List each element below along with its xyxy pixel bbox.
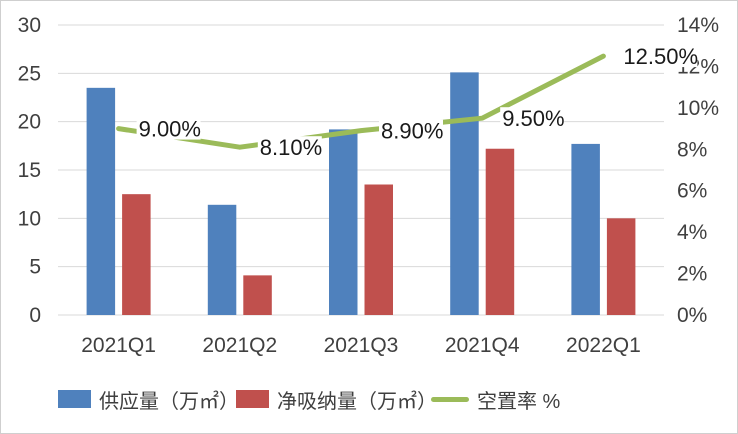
left-axis-tick: 15: [18, 159, 41, 182]
vacancy-rate-data-label: 8.90%: [381, 119, 443, 144]
left-axis-tick: 0: [29, 304, 41, 327]
vacancy-rate-label-bg: [257, 136, 322, 159]
right-axis-tick: 6%: [677, 180, 707, 203]
supply-bar: [450, 72, 479, 315]
supply-bar: [571, 143, 600, 315]
vacancy-rate-label-bg: [136, 117, 201, 140]
net-absorption-bar: [485, 148, 515, 315]
left-axis-tick: 30: [18, 14, 41, 37]
left-axis-tick: 25: [18, 62, 41, 85]
x-axis-label: 2021Q3: [324, 334, 399, 357]
x-axis-label: 2021Q2: [202, 334, 277, 357]
left-axis-tick: 5: [29, 256, 41, 279]
vacancy-rate-label-bg: [500, 107, 565, 130]
net-absorption-bar: [606, 218, 636, 315]
vacancy-rate-data-label: 12.50%: [623, 44, 698, 69]
vacancy-rate-label-bg: [379, 119, 443, 142]
right-axis-tick: 14%: [677, 14, 719, 37]
left-axis-tick: 20: [18, 111, 41, 134]
net-absorption-bar: [364, 184, 393, 315]
x-axis-label: 2021Q1: [81, 334, 156, 357]
right-axis-tick: 4%: [677, 221, 707, 244]
net-absorption-bar: [243, 275, 272, 315]
left-axis-tick: 10: [18, 207, 41, 230]
right-axis-tick: 10%: [677, 97, 719, 120]
x-axis-label: 2022Q1: [566, 334, 641, 357]
vacancy-rate-label-bg: [621, 45, 698, 68]
vacancy-rate-data-label: 8.10%: [260, 135, 322, 160]
vacancy-rate-line: [116, 53, 606, 150]
x-axis-label: 2021Q4: [445, 334, 520, 357]
vacancy-rate-data-label: 9.50%: [502, 106, 564, 131]
right-axis-tick: 2%: [677, 263, 707, 286]
right-axis-tick: 8%: [677, 138, 707, 161]
vacancy-rate-data-label: 9.00%: [139, 117, 201, 142]
supply-bar: [86, 87, 116, 315]
supply-bar: [329, 129, 358, 315]
supply-bar: [207, 204, 237, 315]
right-axis-tick: 0%: [677, 304, 707, 327]
net-absorption-bar: [122, 194, 151, 315]
